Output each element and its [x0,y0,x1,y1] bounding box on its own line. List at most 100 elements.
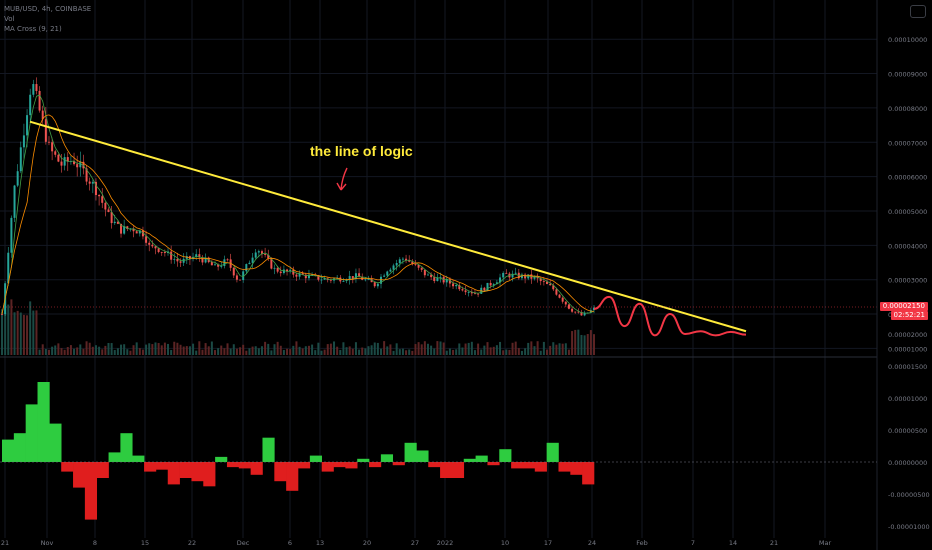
volume-bar [370,345,373,355]
histogram-bar [286,462,299,491]
histogram-bar [333,462,346,468]
volume-bar [26,315,29,355]
volume-bar [44,348,47,355]
volume-bar [348,346,351,355]
candle-body [292,269,295,275]
volume-bar [495,345,498,355]
volume-bar [176,342,179,355]
candle-body [26,115,29,136]
volume-bar [91,346,94,355]
volume-bar [41,344,44,355]
volume-bar [461,347,464,355]
volume-bar [426,343,429,355]
oscillator-axis[interactable]: 0.00002000 0.00001500 0.00001000 0.00000500… [888,331,930,531]
price-axis[interactable]: 0.00010000 0.00009000 0.00008000 0.00007000… [888,36,927,353]
histogram-bar [440,462,453,478]
volume-bar [1,309,3,355]
histogram-bar [369,462,382,468]
symbol-info[interactable]: MUB/USD, 4h, COINBASE [4,5,92,13]
candle-body [555,289,558,295]
histogram-bar [309,455,322,462]
time-tick-label: 13 [316,539,324,547]
candle-body [94,181,97,196]
candle-body [148,242,151,245]
volume-bar [408,349,411,355]
volume-bar [549,345,552,355]
volume-bar [586,333,589,355]
candle-body [179,261,182,263]
candle-body [116,221,119,224]
candle-body [13,185,16,218]
candle-body [354,273,357,279]
time-axis[interactable]: 21 Nov 8 15 22 Dec 6 13 20 27 2022 10 17 24 Feb 7 14 21 Ma… [1,539,832,547]
candle-body [464,290,467,293]
histogram-bar [522,462,536,469]
volume-bar [217,348,220,355]
volume-bar [558,343,561,355]
volume-bar [245,350,248,355]
volume-legend[interactable]: Vol [4,15,15,23]
candle-body [198,254,201,258]
histogram-bar [451,462,465,478]
ma-legend[interactable]: MA Cross (9, 21) [4,25,62,33]
candle-body [580,312,583,316]
volume-bar [373,342,376,355]
candle-body [351,276,354,279]
volume-bar [580,334,583,355]
candle-body [420,267,423,270]
candle-body [389,269,392,272]
candle-body [549,283,552,286]
candle-body [583,312,586,316]
chart-options-button[interactable] [910,5,926,18]
volume-bar [392,350,395,355]
time-tick-label: 24 [588,539,596,547]
volume-bar [22,314,25,355]
histogram-bar [120,433,133,462]
candle-body [314,274,317,276]
volume-bar [323,349,326,355]
volume-bar [82,348,85,355]
candle-body [210,262,213,266]
volume-bar [511,342,514,355]
trendline[interactable] [29,120,747,333]
volume-bar [270,350,273,355]
candle-body [436,277,439,282]
candle-body [279,271,282,274]
candle-body [542,281,545,282]
volume-bar [192,343,195,355]
volume-bar [593,334,595,355]
volume-bar [85,341,88,355]
candle-body [486,282,489,291]
candle-body [88,181,91,184]
candle-body [470,292,473,294]
candle-body [270,258,273,269]
candle-body [63,157,66,166]
candle-body [260,251,263,254]
histogram-bar [132,455,145,462]
volume-bar [527,342,530,355]
volume-bar [223,348,226,355]
volume-bar [414,344,417,355]
histogram-bar [475,455,488,462]
projection-path[interactable] [593,295,747,337]
oscillator-tick-label: -0.00000500 [888,491,930,499]
volume-bar [358,349,361,355]
volume-bar [530,341,533,355]
oscillator-tick-label: 0.00001000 [888,395,927,403]
volume-bar [345,347,348,355]
volume-bar [54,345,57,355]
ma-slow-line [1,114,595,315]
candle-body [461,289,464,291]
volume-bar [204,343,207,355]
volume-bar [467,342,470,355]
candle-body [104,202,107,210]
candle-body [113,221,116,224]
candle-body [151,244,154,247]
volume-bar [455,349,458,355]
candle-body [445,279,448,283]
candle-body [520,274,523,279]
volume-bar [514,341,517,355]
volume-bar [282,349,285,355]
volume-bar [110,343,113,355]
